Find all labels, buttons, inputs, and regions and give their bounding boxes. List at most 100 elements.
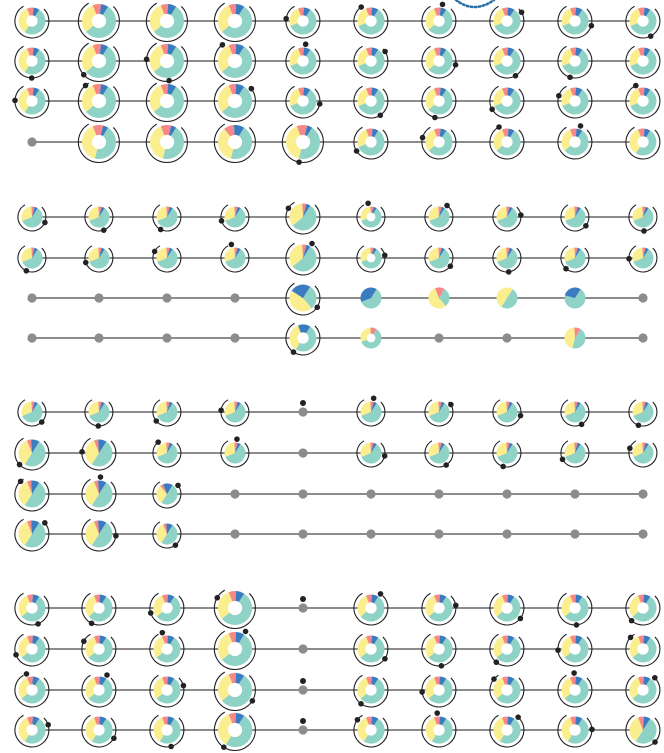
pie-glyph	[152, 204, 182, 233]
pie-slice	[507, 206, 513, 217]
donut-hole	[365, 136, 377, 148]
pie-glyph	[285, 282, 321, 316]
marker-dot	[285, 205, 292, 212]
pie-glyph	[12, 85, 50, 119]
pie-slice	[497, 403, 518, 423]
pie-slice	[156, 442, 167, 457]
outer-ring-arc	[557, 5, 593, 39]
pie-slice	[565, 444, 586, 464]
marker-dot	[641, 228, 647, 234]
pie-slice	[153, 595, 167, 617]
marker-dot	[23, 267, 30, 274]
pie-slice	[428, 442, 439, 457]
pie-glyph	[424, 399, 454, 427]
pie-glyph	[564, 287, 586, 309]
empty-node-dot	[298, 529, 308, 539]
pie-glyph	[625, 5, 661, 39]
marker-dot	[302, 41, 309, 48]
pie-glyph	[492, 204, 524, 232]
pie-glyph	[220, 436, 250, 468]
donut-hole	[365, 724, 377, 736]
pie-slice	[425, 677, 439, 699]
outer-ring-arc	[285, 322, 321, 356]
pie-glyph	[424, 202, 454, 232]
outer-ring-arc	[220, 440, 250, 468]
donut-hole	[159, 53, 175, 69]
pie-slice	[561, 717, 575, 742]
marker-dot	[23, 671, 30, 677]
pie-slice	[235, 247, 241, 258]
marker-dot	[159, 629, 166, 636]
marker-dot	[95, 423, 102, 429]
marker-dot	[100, 227, 107, 233]
pie-slice	[361, 289, 382, 309]
marker-dot	[377, 591, 384, 597]
pie-glyph	[152, 439, 182, 468]
pie-slice	[217, 592, 235, 619]
empty-node-dot	[230, 489, 240, 499]
donut-hole	[365, 684, 377, 696]
donut-hole	[365, 15, 377, 27]
outer-ring-arc	[213, 630, 256, 671]
pie-glyph	[81, 672, 117, 708]
donut-hole	[26, 643, 38, 655]
pie-slice	[153, 636, 167, 658]
marker-dot	[358, 700, 364, 707]
pie-slice	[99, 206, 105, 217]
pie-slice	[429, 444, 450, 464]
pie-glyph	[81, 592, 117, 627]
pie-slice	[234, 442, 238, 453]
empty-node-dot	[298, 644, 308, 654]
pie-slice	[425, 636, 439, 658]
pie-slice	[292, 205, 317, 231]
empty-node-dot	[27, 333, 37, 343]
marker-dot	[16, 461, 23, 468]
outer-ring-arc	[421, 674, 457, 708]
pie-glyph	[560, 399, 590, 428]
outer-ring-arc	[14, 85, 50, 119]
pie-slice	[88, 206, 99, 221]
outer-ring-arc	[81, 674, 117, 708]
outer-ring-arc	[489, 592, 525, 626]
outer-ring-arc	[625, 5, 661, 39]
pie-slice	[564, 206, 575, 221]
outer-ring-arc	[152, 521, 182, 549]
pie-glyph	[298, 718, 308, 735]
pie-glyph	[145, 2, 188, 43]
donut-hole	[569, 95, 581, 107]
pie-slice	[157, 208, 178, 228]
marker-dot	[168, 743, 174, 750]
donut-hole	[26, 684, 38, 696]
pie-glyph	[626, 245, 658, 273]
pie-slice	[506, 206, 510, 217]
pie-slice	[24, 482, 46, 508]
pie-slice	[493, 677, 507, 699]
pie-slice	[643, 206, 649, 217]
pie-slice	[217, 5, 235, 32]
donut-hole	[93, 684, 105, 696]
pie-slice	[439, 247, 445, 258]
pie-slice	[217, 85, 235, 112]
outer-ring-arc	[424, 245, 454, 273]
pie-glyph	[230, 293, 240, 303]
pie-glyph	[559, 440, 590, 468]
pie-glyph	[360, 287, 382, 309]
pie-slice	[94, 520, 99, 534]
pie-glyph	[162, 333, 172, 343]
donut-hole	[501, 136, 513, 148]
pie-glyph	[298, 489, 308, 499]
pie-glyph	[77, 123, 120, 164]
pie-slice	[564, 247, 575, 262]
pie-slice	[217, 128, 235, 159]
pie-glyph	[152, 521, 182, 549]
pie-slice	[564, 327, 575, 349]
donut-hole	[297, 332, 309, 344]
donut-hole	[161, 643, 173, 655]
pie-slice	[507, 442, 513, 453]
donut-hole	[501, 95, 513, 107]
pie-glyph	[560, 204, 590, 232]
pie-glyph	[17, 204, 48, 232]
pie-slice	[166, 206, 170, 217]
marker-dot	[153, 418, 160, 424]
marker-dot	[28, 75, 35, 81]
